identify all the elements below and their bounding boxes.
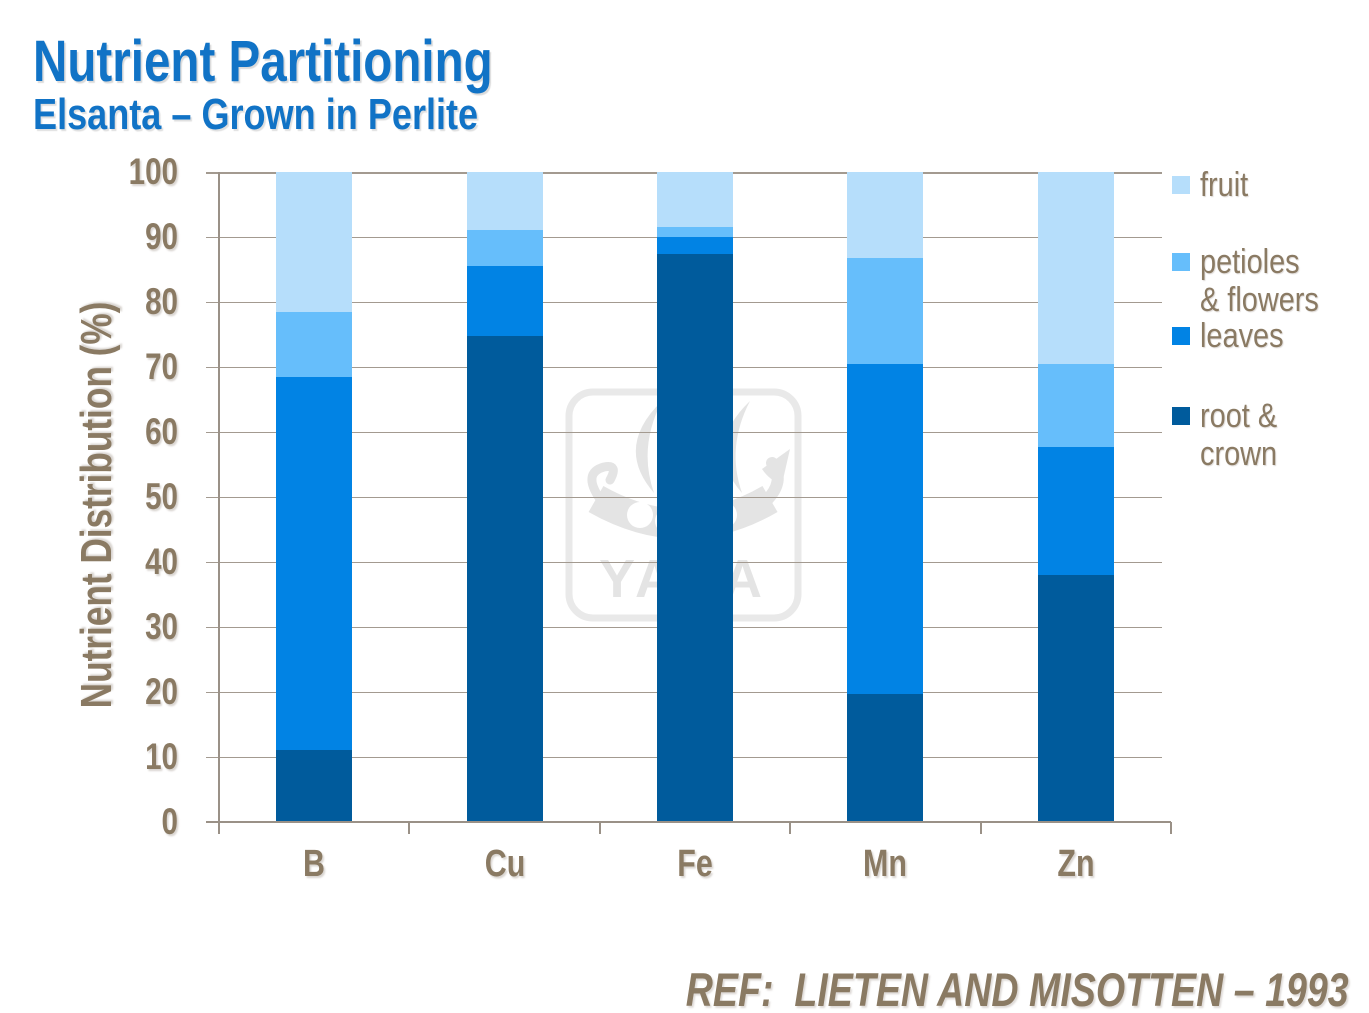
y-tick-label: 0: [161, 800, 178, 842]
x-axis-tick: [218, 821, 220, 834]
bar-segment: [466, 266, 543, 337]
legend-label-line: crown: [1200, 435, 1278, 473]
bar-segment: [657, 253, 733, 822]
bar-segment: [1037, 574, 1114, 822]
y-tick-label: 90: [145, 215, 178, 257]
x-axis-label: Zn: [1057, 843, 1095, 885]
x-axis-tick: [1170, 821, 1172, 834]
bar-segment: [847, 693, 924, 822]
legend-swatch: [1172, 327, 1190, 345]
bar-segment: [657, 226, 733, 237]
bar-segment: [1037, 447, 1114, 575]
x-axis-tick: [789, 821, 792, 834]
x-axis-tick: [598, 821, 601, 834]
ship-tail: [587, 462, 618, 504]
legend-label-line: petioles: [1200, 243, 1300, 281]
y-tick-label: 40: [145, 540, 178, 582]
x-axis-tick: [979, 821, 982, 834]
legend-label: root & crown: [1200, 397, 1277, 473]
legend-label-line: & flowers: [1200, 281, 1319, 319]
legend-swatch: [1172, 176, 1190, 194]
bar-segment: [466, 172, 543, 231]
bar-segment: [466, 336, 543, 822]
bar-segment: [847, 172, 924, 259]
y-axis-line: [218, 172, 220, 834]
legend-label-line: root &: [1200, 397, 1278, 435]
page-title: Nutrient Partitioning: [33, 29, 493, 94]
bar-segment: [847, 364, 924, 694]
bar-segment: [276, 750, 353, 822]
legend-swatch: [1172, 407, 1190, 425]
y-tick-label: 60: [145, 410, 178, 452]
x-axis-label: Mn: [863, 843, 908, 885]
y-tick-label: 70: [145, 345, 178, 387]
y-tick-label: 30: [145, 605, 178, 647]
bar-segment: [1037, 364, 1114, 448]
bar-segment: [847, 258, 924, 365]
bar-segment: [1037, 172, 1114, 365]
y-tick-label: 50: [145, 475, 178, 517]
x-axis-label: Cu: [484, 843, 525, 885]
legend-label: fruit: [1200, 166, 1248, 204]
x-axis-label: B: [303, 843, 326, 885]
y-tick-label: 20: [145, 670, 178, 712]
x-axis-tick: [408, 821, 411, 834]
bar-segment: [276, 376, 353, 751]
y-tick-label: 80: [145, 280, 178, 322]
page-subtitle: Elsanta – Grown in Perlite: [33, 90, 479, 139]
bar-segment: [276, 172, 353, 312]
bar-segment: [657, 172, 733, 227]
legend-label: leaves: [1200, 317, 1284, 355]
bar-segment: [276, 311, 353, 377]
reference-text: REF: LIETEN AND MISOTTEN – 1993: [686, 963, 1349, 1013]
bar-segment: [657, 236, 733, 254]
bar-segment: [466, 230, 543, 267]
legend-label-line: leaves: [1200, 317, 1284, 355]
x-axis-line: [206, 820, 1171, 823]
dragon-head: [762, 449, 790, 484]
legend-swatch: [1172, 253, 1190, 271]
legend-label-line: fruit: [1200, 166, 1249, 204]
y-tick-label: 100: [128, 151, 178, 192]
y-tick-label: 10: [145, 735, 178, 777]
x-axis-label: Fe: [677, 843, 713, 885]
legend-label: petioles & flowers: [1200, 243, 1319, 319]
